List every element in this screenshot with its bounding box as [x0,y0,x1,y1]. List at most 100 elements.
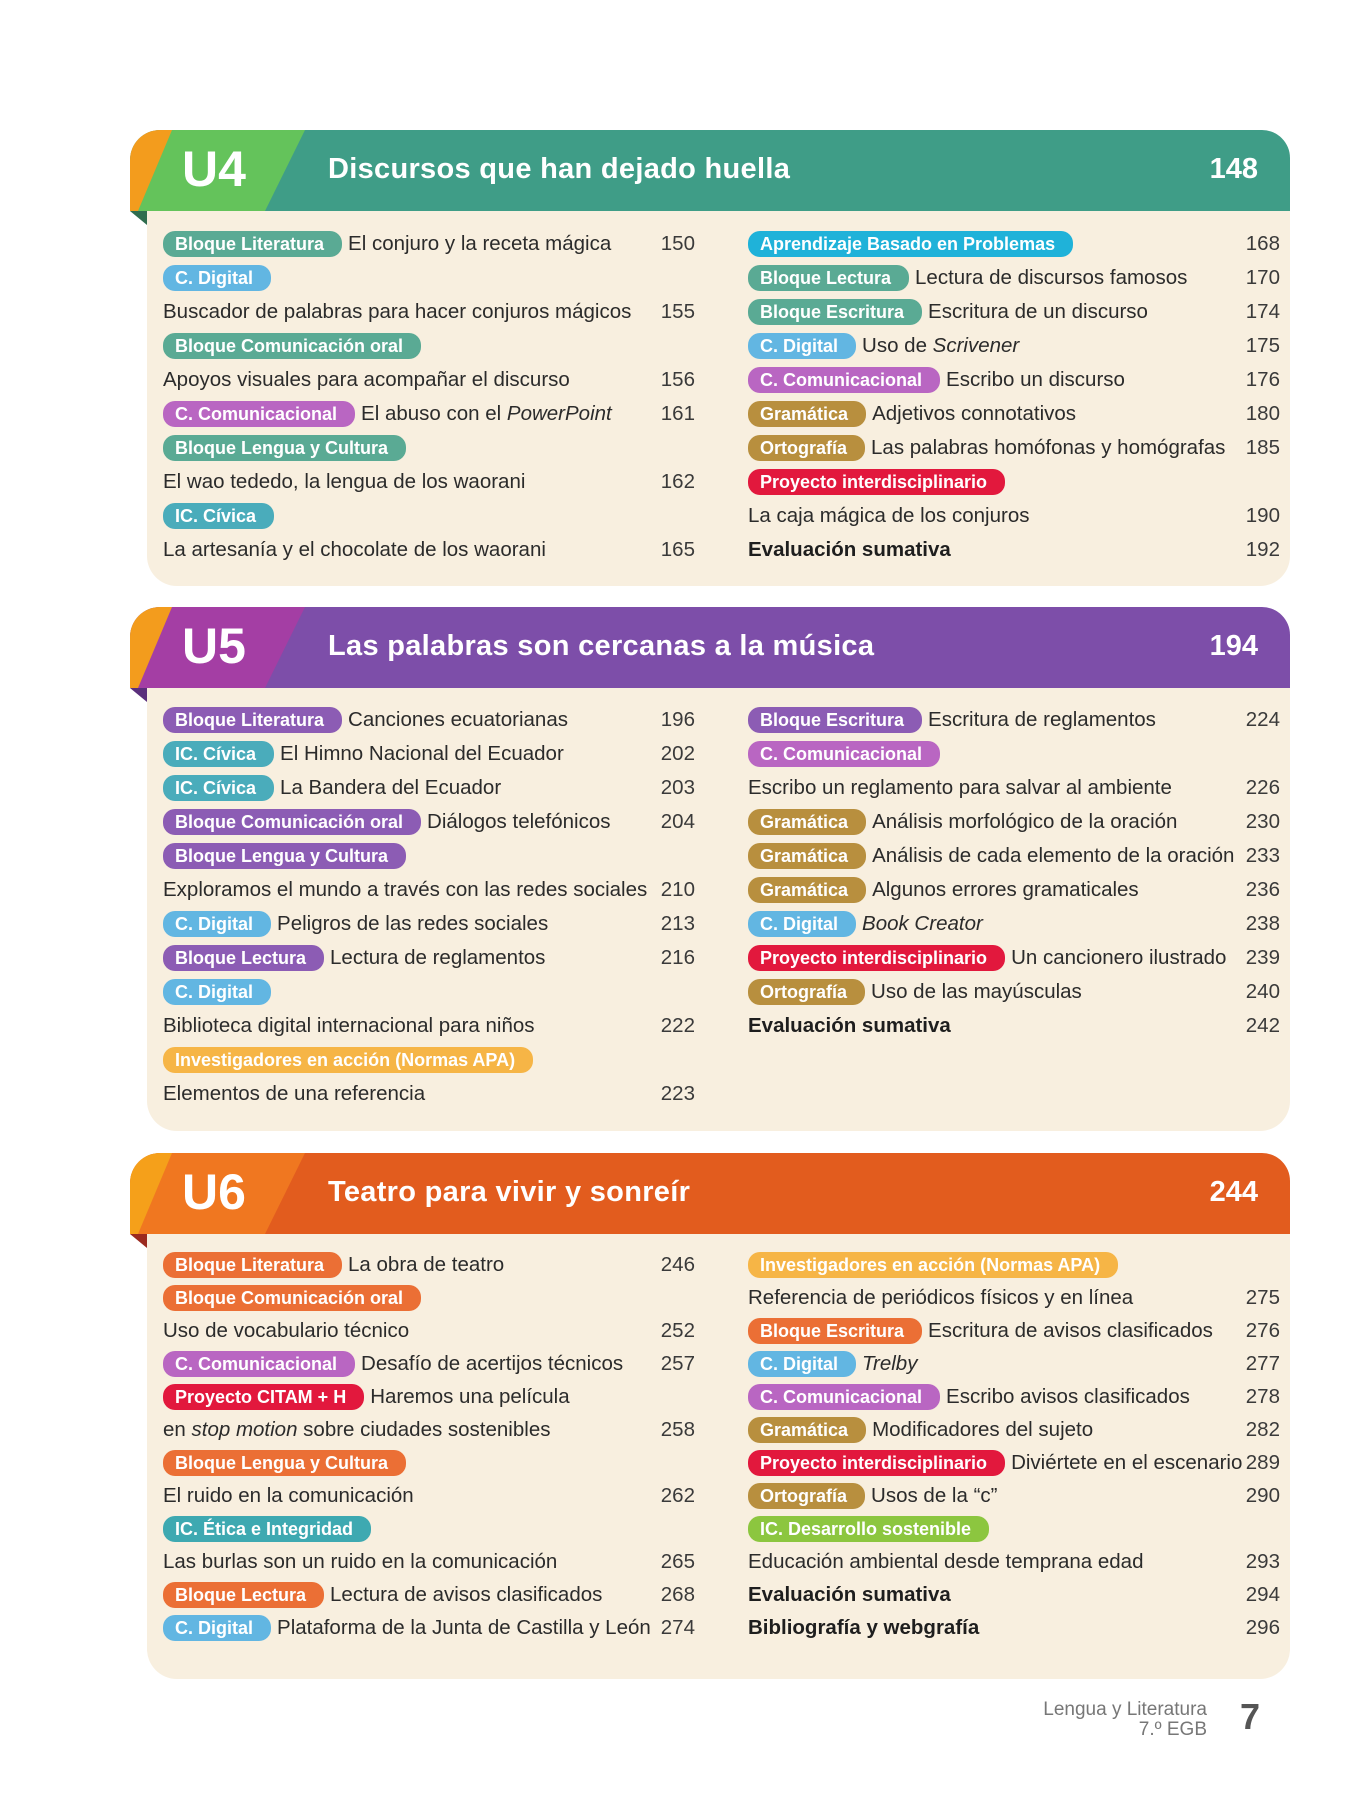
toc-entry[interactable]: Evaluación sumativa 192 [748,533,1280,567]
toc-entry[interactable]: IC. Desarrollo sostenible [748,1512,1280,1545]
toc-entry[interactable]: IC. Cívica [163,499,695,533]
entry-title: Trelby [862,1352,917,1376]
category-tag: Gramática [748,843,867,869]
toc-entry[interactable]: IC. Cívica La Bandera del Ecuador 203 [163,771,695,805]
toc-entry[interactable]: C. Comunicacional [748,737,1280,771]
category-tag: Bloque Lengua y Cultura [163,843,407,869]
toc-entry[interactable]: C. Digital [163,975,695,1009]
unit-5-header[interactable]: U5 Las palabras son cercanas a la música… [130,607,1290,688]
toc-entry[interactable]: Bloque Literatura Canciones ecuatorianas 1… [163,703,695,737]
toc-entry[interactable]: Gramática Análisis de cada elemento de la… [748,839,1280,873]
toc-entry[interactable]: Gramática Modificadores del sujeto 282 [748,1413,1280,1446]
entry-page: 265 [660,1549,695,1573]
right-column: Bloque Escritura Escritura de reglamentos… [748,703,1280,1043]
toc-entry[interactable]: C. Digital Book Creator 238 [748,907,1280,941]
entry-page: 170 [1245,266,1280,289]
toc-entry[interactable]: Escribo un reglamento para salvar al amb… [748,771,1280,805]
entry-title-part: Análisis morfológico de la oración [872,810,1178,833]
toc-entry[interactable]: Bloque Lengua y Cultura [163,431,695,465]
entry-title-part: Escribo avisos clasificados [946,1384,1190,1408]
entry-title: El wao tededo, la lengua de los waorani [163,470,525,494]
toc-entry[interactable]: C. Comunicacional Desafío de acertijos té… [163,1347,695,1380]
toc-entry[interactable]: C. Comunicacional El abuso con el PowerPo… [163,397,695,431]
toc-entry[interactable]: Bloque Lengua y Cultura [163,839,695,873]
entry-page: 289 [1245,1450,1280,1474]
toc-entry[interactable]: Ortografía Usos de la “c” 290 [748,1479,1280,1512]
toc-entry[interactable]: Apoyos visuales para acompañar el discur… [163,363,695,397]
toc-entry[interactable]: C. Digital Plataforma de la Junta de Cast… [163,1611,695,1644]
toc-entry[interactable]: Bloque Comunicación oral [163,1281,695,1314]
entry-title: Uso de Scrivener [862,334,1019,358]
toc-entry[interactable]: Gramática Algunos errores gramaticales 236 [748,873,1280,907]
toc-entry[interactable]: Referencia de periódicos físicos y en lí… [748,1281,1280,1314]
toc-entry[interactable]: Bloque Escritura Escritura de reglamentos… [748,703,1280,737]
toc-entry[interactable]: Buscador de palabras para hacer conjuros… [163,295,695,329]
toc-entry[interactable]: Evaluación sumativa 294 [748,1578,1280,1611]
entry-title: Escribo avisos clasificados [946,1385,1190,1409]
unit-4-header[interactable]: U4 Discursos que han dejado huella 148 [130,130,1290,211]
toc-entry[interactable]: Uso de vocabulario técnico 252 [163,1314,695,1347]
entry-title-part: Evaluación sumativa [748,1582,951,1606]
toc-entry[interactable]: Bloque Lectura Lectura de reglamentos 216 [163,941,695,975]
entry-page: 246 [660,1252,695,1276]
toc-entry[interactable]: Bloque Escritura Escritura de avisos clas… [748,1314,1280,1347]
entry-title-part: Educación ambiental desde temprana edad [748,1549,1144,1573]
entry-title: en stop motion sobre ciudades sostenible… [163,1418,550,1442]
toc-entry[interactable]: Proyecto interdisciplinario Diviértete en… [748,1446,1280,1479]
toc-entry[interactable]: Gramática Adjetivos connotativos 180 [748,397,1280,431]
toc-entry[interactable]: Proyecto interdisciplinario Un cancionero… [748,941,1280,975]
entry-title-part: Las burlas son un ruido en la comunicaci… [163,1549,558,1573]
toc-entry[interactable]: Biblioteca digital internacional para ni… [163,1009,695,1043]
toc-entry[interactable]: Bloque Literatura La obra de teatro 246 [163,1248,695,1281]
toc-entry[interactable]: Bloque Lectura Lectura de discursos famos… [748,261,1280,295]
unit-title: Teatro para vivir y sonreír [328,1176,691,1208]
toc-entry[interactable]: Exploramos el mundo a través con las red… [163,873,695,907]
toc-entry[interactable]: IC. Ética e Integridad [163,1512,695,1545]
toc-entry[interactable]: La artesanía y el chocolate de los waora… [163,533,695,567]
toc-entry[interactable]: C. Comunicacional Escribo avisos clasific… [748,1380,1280,1413]
toc-entry[interactable]: Ortografía Uso de las mayúsculas 240 [748,975,1280,1009]
toc-entry[interactable]: Bloque Comunicación oral Diálogos telefón… [163,805,695,839]
toc-entry[interactable]: C. Digital Peligros de las redes sociales… [163,907,695,941]
toc-entry[interactable]: Investigadores en acción (Normas APA) [163,1043,695,1077]
entry-title-part: Escritura de reglamentos [928,708,1156,731]
toc-entry[interactable]: Bloque Lectura Lectura de avisos clasific… [163,1578,695,1611]
toc-entry[interactable]: El ruido en la comunicación 262 [163,1479,695,1512]
toc-entry[interactable]: Ortografía Las palabras homófonas y homóg… [748,431,1280,465]
entry-title-part: Escritura de avisos clasificados [928,1318,1213,1342]
unit-6-header[interactable]: U6 Teatro para vivir y sonreír 244 [130,1153,1290,1234]
toc-entry[interactable]: Bloque Lengua y Cultura [163,1446,695,1479]
entry-title: El ruido en la comunicación [163,1484,414,1508]
toc-entry[interactable]: Proyecto CITAM + H Haremos una película [163,1380,695,1413]
category-tag: Bloque Literatura [163,707,343,733]
toc-entry[interactable]: Bibliografía y webgrafía 296 [748,1611,1280,1644]
entry-title-part: Canciones ecuatorianas [348,708,568,731]
entry-title-part: Lectura de avisos clasificados [330,1582,603,1606]
toc-entry[interactable]: Aprendizaje Basado en Problemas 168 [748,227,1280,261]
entry-page: 150 [660,232,695,255]
toc-entry[interactable]: IC. Cívica El Himno Nacional del Ecuador 2… [163,737,695,771]
category-tag: IC. Cívica [163,503,275,529]
toc-entry[interactable]: Bloque Comunicación oral [163,329,695,363]
toc-entry[interactable]: C. Digital Trelby 277 [748,1347,1280,1380]
toc-entry[interactable]: Proyecto interdisciplinario [748,465,1280,499]
toc-entry[interactable]: Evaluación sumativa 242 [748,1009,1280,1043]
toc-entry[interactable]: La caja mágica de los conjuros 190 [748,499,1280,533]
toc-entry[interactable]: en stop motion sobre ciudades sostenible… [163,1413,695,1446]
toc-entry[interactable]: C. Comunicacional Escribo un discurso 176 [748,363,1280,397]
toc-entry[interactable]: C. Digital [163,261,695,295]
category-tag: C. Digital [163,265,272,291]
category-tag: C. Comunicacional [748,367,941,393]
toc-entry[interactable]: Investigadores en acción (Normas APA) [748,1248,1280,1281]
toc-entry[interactable]: Educación ambiental desde temprana edad 2… [748,1545,1280,1578]
entry-page: 155 [660,300,695,323]
toc-entry[interactable]: Bloque Escritura Escritura de un discurso… [748,295,1280,329]
toc-entry[interactable]: Bloque Literatura El conjuro y la receta … [163,227,695,261]
toc-entry[interactable]: Elementos de una referencia 223 [163,1077,695,1111]
toc-entry[interactable]: El wao tededo, la lengua de los waorani 1… [163,465,695,499]
unit-4-content [147,211,1290,586]
toc-entry[interactable]: Las burlas son un ruido en la comunicaci… [163,1545,695,1578]
entry-page: 278 [1245,1384,1280,1408]
toc-entry[interactable]: Gramática Análisis morfológico de la orac… [748,805,1280,839]
toc-entry[interactable]: C. Digital Uso de Scrivener 175 [748,329,1280,363]
